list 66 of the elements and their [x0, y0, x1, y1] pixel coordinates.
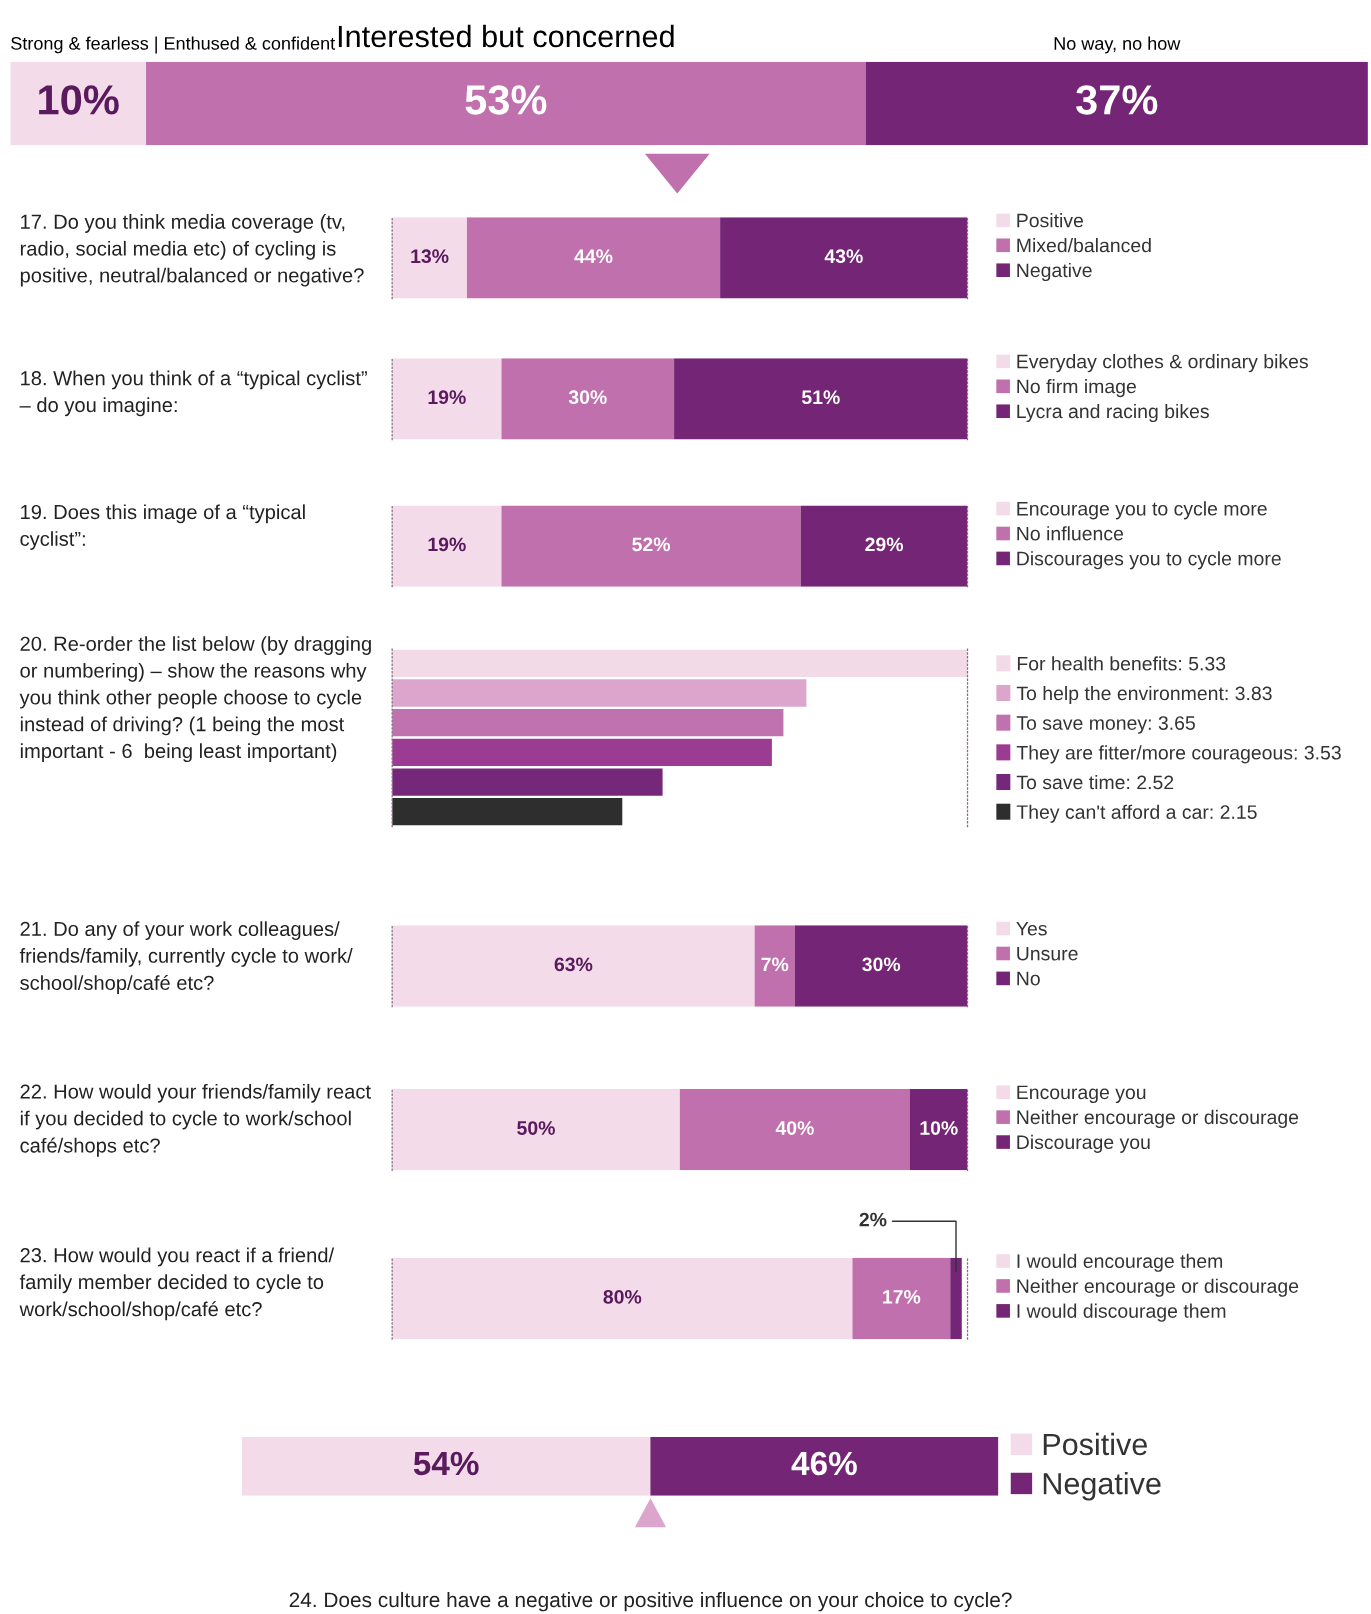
data-label: 44%	[574, 249, 613, 264]
y-tick-label: For health benefits: 5.33	[1017, 656, 1226, 671]
data-label: 51%	[801, 390, 840, 405]
data-label: 43%	[824, 249, 863, 264]
y-tick-label: They can't afford a car: 2.15	[1016, 804, 1257, 823]
legend-label: I would discourage them	[1017, 1303, 1226, 1322]
data-label: 29%	[865, 537, 904, 552]
data-label: 40%	[775, 1121, 814, 1135]
text: 19. Does this image of a “typical cyclist”:	[20, 504, 305, 550]
legend-label: Negative	[1043, 1472, 1161, 1501]
bar	[392, 649, 968, 677]
legend-label: Positive	[1017, 213, 1084, 228]
text: 21. Do any of your work colleagues/ friends/family, currently cycle to work/ school/shop/café etc?	[19, 921, 353, 994]
text: 20. Re-order the list below (by dragging or numbering) – show the reasons why you think other people choose to cycle instead of driving? (1 being the most important - 6 being least important)	[19, 636, 371, 763]
legend-label: No influence	[1017, 526, 1124, 541]
legend-label: Encourage you to cycle more	[1017, 501, 1267, 520]
text: Discourage you	[1017, 1134, 1150, 1153]
bar	[392, 768, 663, 796]
data-label: 2%	[859, 1212, 887, 1227]
bar	[392, 709, 784, 737]
bar	[392, 679, 807, 707]
data-label: 30%	[862, 957, 901, 972]
data-label: 46%	[791, 1451, 857, 1476]
text: 17. Do you think media coverage (tv, radio, social media etc) of cycling is positive, neutral/balanced or negative?	[20, 214, 364, 287]
text: Encourage you	[1017, 1085, 1146, 1104]
data-label: 52%	[632, 537, 671, 552]
bar	[392, 798, 623, 826]
data-label: 50%	[517, 1121, 555, 1135]
text: 18. When you think of a “typical cyclist” – do you imagine:	[19, 370, 367, 417]
text: No firm image	[1017, 379, 1136, 398]
text: 22. How would your friends/family react if you decided to cycle to work/school café/shops etc?	[20, 1083, 371, 1157]
series-label: Strong & fearless | Enthused & confident	[11, 36, 336, 54]
data-label: 30%	[568, 390, 607, 405]
data-label: 19%	[428, 390, 466, 405]
legend-label: Mixed/balanced	[1017, 238, 1151, 253]
legend-label: I would encourage them	[1017, 1253, 1223, 1272]
data-label: 37%	[1076, 85, 1158, 115]
legend-label: Discourages you to cycle more	[1017, 551, 1281, 570]
text: Everyday clothes & ordinary bikes	[1017, 354, 1308, 373]
text: 23. How would you react if a friend/ family member decided to cycle to work/school/shop/café etc?	[19, 1247, 335, 1321]
legend-label: Unsure	[1017, 946, 1078, 961]
series-label: Interested but concerned	[338, 24, 674, 48]
legend-label: Neither encourage or discourage	[1017, 1278, 1299, 1297]
series-label: No way, no how	[1054, 36, 1181, 54]
legend-label: Yes	[1016, 921, 1047, 936]
y-tick-label: To help the environment: 3.83	[1016, 685, 1272, 705]
data-label: 54%	[413, 1451, 479, 1476]
data-label: 13%	[411, 249, 449, 264]
data-label: 10%	[39, 85, 119, 115]
data-label: 63%	[554, 957, 593, 972]
bar	[392, 738, 772, 767]
text: 24. Does culture have a negative or positive influence on your choice to cycle?	[289, 1591, 1012, 1612]
text: Neither encourage or discourage	[1017, 1109, 1299, 1128]
data-label: 10%	[920, 1121, 958, 1135]
data-label: 53%	[465, 85, 547, 115]
legend-label: Negative	[1017, 262, 1092, 282]
data-label: 7%	[761, 957, 789, 972]
y-tick-label: To save time: 2.52	[1016, 774, 1174, 790]
text: Lycra and racing bikes	[1017, 403, 1209, 423]
y-tick-label: To save money: 3.65	[1016, 716, 1195, 734]
y-tick-label: They are fitter/more courageous: 3.53	[1016, 745, 1341, 764]
data-label: 19%	[428, 537, 466, 552]
data-label: 80%	[603, 1289, 642, 1304]
legend-label: No	[1017, 971, 1040, 986]
data-label: 17%	[883, 1290, 921, 1304]
legend-label: Positive	[1043, 1432, 1147, 1456]
